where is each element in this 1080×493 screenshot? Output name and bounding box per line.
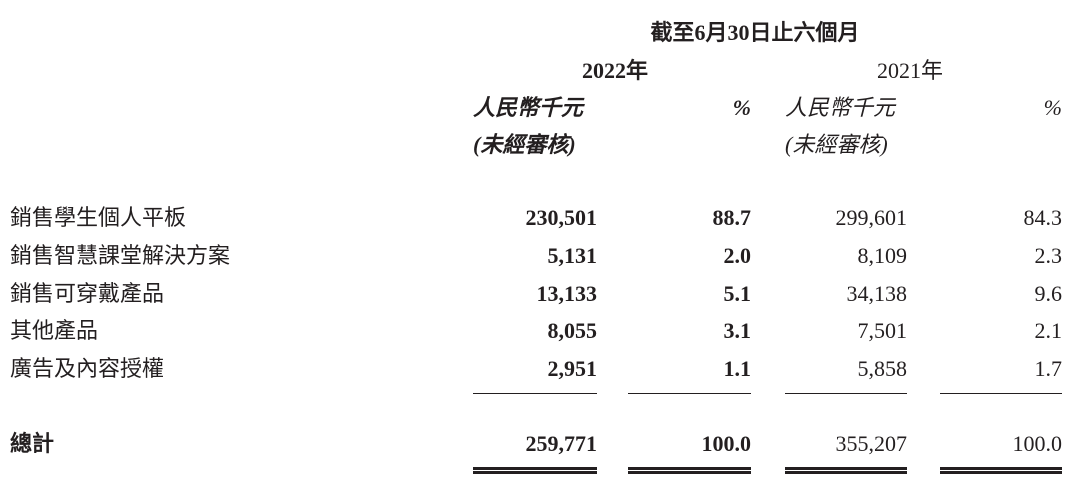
total-2021-pct: 100.0 bbox=[1012, 431, 1063, 456]
pct-2022: 1.1 bbox=[723, 356, 752, 381]
value-2022: 230,501 bbox=[525, 205, 598, 230]
year-2022-header: 2022年 bbox=[581, 58, 648, 83]
subtotal-rule bbox=[473, 393, 597, 394]
value-2022: 2,951 bbox=[547, 356, 598, 381]
audit-2021-header: (未經審核) bbox=[785, 132, 888, 157]
pct-2022: 2.0 bbox=[723, 243, 752, 268]
total-double-rule bbox=[473, 467, 597, 474]
pct-2022: 3.1 bbox=[723, 318, 752, 343]
total-double-rule bbox=[940, 467, 1062, 474]
row-label: 銷售智慧課堂解決方案 bbox=[10, 243, 231, 268]
value-2022: 5,131 bbox=[547, 243, 598, 268]
value-2021: 7,501 bbox=[857, 318, 908, 343]
value-2021: 8,109 bbox=[857, 243, 908, 268]
value-2022: 13,133 bbox=[536, 281, 598, 306]
value-2022: 8,055 bbox=[547, 318, 598, 343]
row-label: 銷售學生個人平板 bbox=[10, 205, 187, 230]
year-2021-header: 2021年 bbox=[876, 58, 943, 83]
total-double-rule bbox=[628, 467, 751, 474]
unit-2021-header: 人民幣千元 bbox=[785, 95, 896, 120]
row-label: 廣告及內容授權 bbox=[10, 356, 165, 381]
subtotal-rule bbox=[785, 393, 907, 394]
total-2022-value: 259,771 bbox=[525, 431, 598, 456]
value-2021: 5,858 bbox=[857, 356, 908, 381]
pct-2021-header: % bbox=[1043, 95, 1062, 120]
value-2021: 34,138 bbox=[846, 281, 908, 306]
pct-2021: 9.6 bbox=[1034, 281, 1063, 306]
pct-2021: 1.7 bbox=[1034, 356, 1063, 381]
total-double-rule bbox=[785, 467, 907, 474]
audit-2022-header: (未經審核) bbox=[473, 132, 576, 157]
subtotal-rule bbox=[940, 393, 1062, 394]
pct-2022-header: % bbox=[732, 95, 751, 120]
unit-2022-header: 人民幣千元 bbox=[473, 95, 584, 120]
pct-2022: 88.7 bbox=[712, 205, 752, 230]
pct-2021: 84.3 bbox=[1023, 205, 1063, 230]
value-2021: 299,601 bbox=[835, 205, 908, 230]
subtotal-rule bbox=[628, 393, 751, 394]
period-header: 截至6月30日止六個月 bbox=[650, 20, 860, 45]
total-label: 總計 bbox=[10, 431, 55, 456]
total-2022-pct: 100.0 bbox=[701, 431, 752, 456]
row-label: 其他產品 bbox=[10, 318, 99, 343]
row-label: 銷售可穿戴產品 bbox=[10, 281, 165, 306]
pct-2022: 5.1 bbox=[723, 281, 752, 306]
pct-2021: 2.1 bbox=[1034, 318, 1063, 343]
total-2021-value: 355,207 bbox=[835, 431, 908, 456]
pct-2021: 2.3 bbox=[1034, 243, 1063, 268]
